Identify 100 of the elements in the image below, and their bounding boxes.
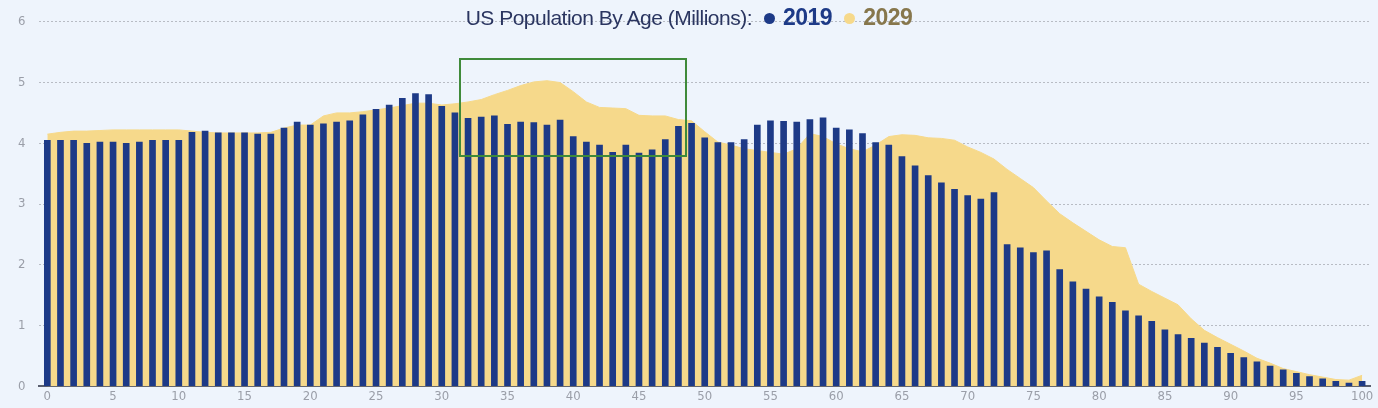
bar bbox=[438, 105, 446, 387]
x-tick-label: 55 bbox=[763, 388, 778, 404]
bar bbox=[1056, 269, 1064, 387]
bar bbox=[1095, 296, 1103, 387]
bar bbox=[175, 139, 183, 387]
bar bbox=[1108, 302, 1116, 387]
legend-label: 2019 bbox=[782, 4, 833, 30]
x-tick-label: 100 bbox=[1350, 388, 1374, 404]
legend-label: 2029 bbox=[862, 4, 913, 30]
bar bbox=[1069, 281, 1077, 387]
bar bbox=[1135, 315, 1142, 387]
bar bbox=[96, 141, 104, 387]
bar bbox=[280, 127, 288, 387]
bar bbox=[872, 142, 879, 387]
bar bbox=[477, 116, 485, 387]
x-tick-label: 20 bbox=[302, 388, 318, 404]
x-tick-label: 50 bbox=[697, 388, 713, 404]
bar bbox=[517, 121, 524, 387]
x-tick-label: 45 bbox=[631, 388, 647, 404]
bar bbox=[162, 139, 169, 387]
bar bbox=[701, 137, 709, 387]
bar bbox=[924, 175, 932, 387]
bar bbox=[911, 165, 919, 387]
bar bbox=[846, 129, 853, 387]
bar bbox=[122, 142, 130, 387]
bar bbox=[214, 132, 222, 387]
bar bbox=[793, 121, 801, 387]
bar bbox=[1214, 347, 1221, 387]
x-tick-label: 75 bbox=[1025, 388, 1041, 404]
bar bbox=[241, 132, 248, 387]
bar bbox=[412, 93, 419, 387]
bar bbox=[149, 139, 156, 387]
x-tick-label: 85 bbox=[1157, 388, 1173, 404]
x-tick-label: 80 bbox=[1091, 388, 1107, 404]
bar bbox=[267, 133, 275, 387]
bar bbox=[977, 198, 985, 387]
bar bbox=[306, 124, 314, 387]
bar bbox=[320, 123, 327, 387]
bar bbox=[70, 139, 77, 387]
bar bbox=[1003, 244, 1011, 387]
bar bbox=[1279, 369, 1287, 387]
bar bbox=[1227, 353, 1234, 387]
y-tick-label: 2 bbox=[17, 256, 26, 272]
x-tick-label: 30 bbox=[434, 388, 450, 404]
bar bbox=[1306, 376, 1313, 387]
bar bbox=[859, 133, 866, 387]
bar bbox=[136, 141, 143, 387]
bar bbox=[83, 142, 91, 387]
bar bbox=[951, 189, 958, 387]
bar bbox=[767, 120, 774, 387]
y-tick-label: 6 bbox=[17, 13, 26, 29]
x-tick-label: 95 bbox=[1288, 388, 1304, 404]
bar bbox=[714, 142, 722, 387]
bar bbox=[1148, 320, 1156, 387]
bar bbox=[1161, 329, 1169, 387]
x-tick-label: 60 bbox=[828, 388, 844, 404]
bar bbox=[740, 139, 748, 387]
bar bbox=[385, 104, 393, 387]
bar bbox=[727, 142, 735, 387]
bar bbox=[451, 112, 459, 387]
bar bbox=[753, 124, 761, 387]
chart-title: US Population By Age (Millions): bbox=[465, 6, 752, 29]
bar bbox=[1174, 334, 1182, 387]
x-tick-label: 25 bbox=[368, 388, 384, 404]
bar bbox=[1122, 310, 1129, 387]
bar bbox=[1016, 247, 1024, 387]
y-tick-label: 4 bbox=[17, 134, 26, 150]
bar bbox=[44, 139, 51, 387]
x-tick-label: 90 bbox=[1223, 388, 1239, 404]
x-tick-label: 0 bbox=[43, 388, 52, 404]
bar bbox=[201, 130, 209, 387]
x-tick-label: 5 bbox=[109, 388, 117, 404]
bar bbox=[254, 133, 262, 387]
bar bbox=[990, 192, 998, 387]
bar bbox=[583, 141, 590, 387]
bar bbox=[569, 136, 577, 387]
bar bbox=[109, 141, 117, 387]
bar bbox=[228, 132, 235, 387]
bar bbox=[333, 121, 340, 387]
y-tick-label: 5 bbox=[17, 73, 26, 89]
bar bbox=[1187, 337, 1195, 387]
bar bbox=[1319, 378, 1326, 387]
x-tick-label: 70 bbox=[960, 388, 976, 404]
bar bbox=[938, 182, 945, 387]
bar bbox=[1201, 342, 1208, 387]
x-tick-label: 35 bbox=[500, 388, 515, 404]
bar bbox=[1332, 381, 1340, 387]
bar bbox=[372, 108, 380, 387]
bar bbox=[806, 119, 814, 387]
bar bbox=[425, 94, 432, 387]
bar bbox=[530, 122, 538, 387]
bar bbox=[188, 132, 196, 387]
bar bbox=[398, 97, 406, 387]
bar bbox=[596, 144, 603, 387]
x-tick-label: 10 bbox=[171, 388, 187, 404]
bar bbox=[1358, 381, 1366, 387]
x-tick-label: 65 bbox=[894, 388, 910, 404]
bar bbox=[1293, 373, 1300, 387]
bar bbox=[504, 124, 511, 387]
bar bbox=[964, 195, 972, 387]
